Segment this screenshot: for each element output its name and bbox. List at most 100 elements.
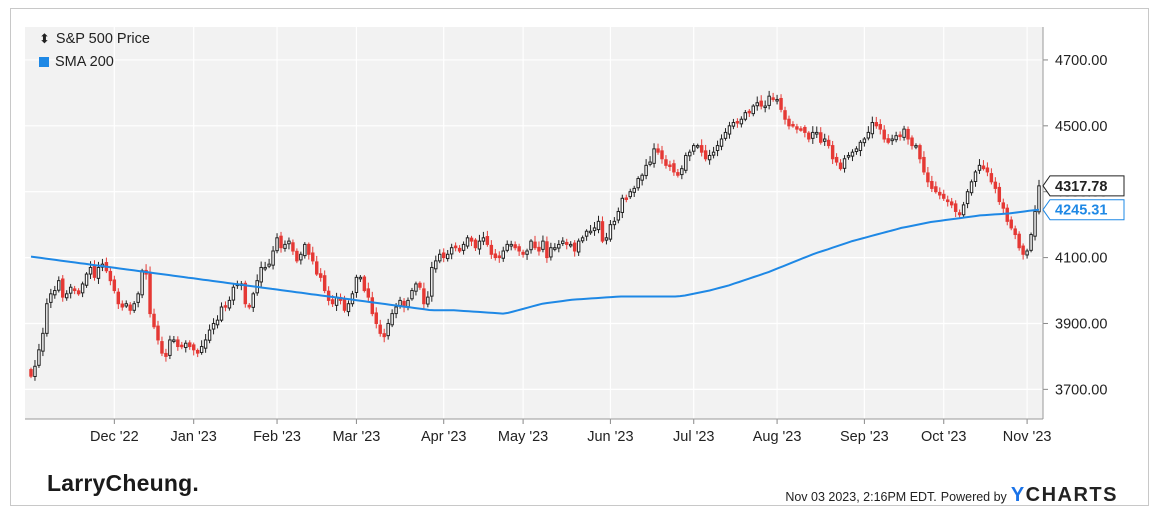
candle-body — [92, 265, 97, 278]
candle-body — [862, 138, 867, 144]
candle-body — [850, 151, 855, 157]
legend-price-label: S&P 500 Price — [55, 31, 150, 47]
ycharts-logo[interactable]: YCHARTS — [1010, 484, 1118, 506]
candle-body — [148, 271, 152, 315]
candle-body — [965, 191, 970, 205]
candle-body — [541, 240, 545, 250]
candle-body — [505, 243, 509, 251]
candle-body — [1025, 250, 1029, 256]
candle-body — [795, 126, 799, 130]
candle-body — [628, 191, 632, 198]
candle-body — [953, 203, 958, 212]
candle-body — [529, 240, 533, 251]
candle-body — [723, 131, 728, 139]
plot-area — [25, 27, 1043, 419]
candle-body — [1033, 210, 1037, 237]
legend-sma-label: SMA 200 — [55, 54, 114, 70]
candle-body — [989, 173, 994, 183]
candle-body — [53, 290, 57, 296]
candle-body — [291, 242, 295, 252]
candle-body — [426, 296, 430, 305]
candle-body — [922, 156, 926, 173]
candle-body — [815, 131, 819, 135]
candle-body — [751, 105, 755, 115]
candle-body — [378, 324, 382, 334]
x-tick-label: Nov '23 — [1003, 429, 1052, 445]
candle-body — [382, 333, 386, 338]
candle-body — [834, 156, 839, 163]
candle-body — [521, 251, 525, 255]
last-price-label-text: 4317.78 — [1055, 179, 1107, 195]
y-tick-label: 4700.00 — [1055, 53, 1107, 69]
candle-body — [1029, 234, 1033, 251]
candle-body — [497, 255, 502, 259]
candle-body — [692, 145, 696, 152]
candle-body — [68, 286, 73, 294]
candle-body — [779, 97, 783, 110]
candle-body — [755, 102, 759, 107]
candle-body — [203, 339, 208, 349]
x-tick-label: Feb '23 — [253, 429, 301, 445]
candle-body — [870, 122, 875, 135]
candle-body — [616, 210, 621, 221]
candle-body — [303, 243, 307, 257]
legend-price: ⬍ S&P 500 Price — [39, 31, 150, 47]
candle-body — [398, 299, 402, 307]
x-tick-label: Apr '23 — [421, 429, 467, 445]
candle-body — [703, 150, 708, 160]
candle-body — [247, 304, 251, 308]
candle-body — [743, 112, 748, 120]
candle-body — [84, 273, 89, 286]
last-price-label-box — [1042, 175, 1125, 197]
candle-body — [707, 154, 712, 161]
x-axis: Dec '22 Jan '23 Feb '23 Mar '23 Apr '23 May '… — [25, 418, 1052, 445]
candle-body — [775, 98, 779, 102]
candle-body — [894, 135, 898, 141]
candle-body — [322, 275, 327, 292]
candle-body — [438, 253, 442, 262]
candle-body — [604, 237, 609, 241]
candle-body — [961, 204, 966, 216]
candle-body — [406, 299, 410, 308]
candle-body — [898, 134, 902, 138]
footer: Nov 03 2023, 2:16PM EDT. Powered by YCHA… — [785, 484, 1118, 507]
candle-body — [886, 138, 890, 143]
candle-body — [330, 299, 335, 305]
candle-body — [1037, 185, 1041, 213]
candle-body — [1013, 228, 1017, 236]
candle-body — [731, 122, 736, 127]
candle-body — [747, 110, 752, 114]
brand-logo: LarryCheung. — [47, 470, 199, 496]
candle-body — [648, 161, 652, 165]
candle-body — [553, 247, 557, 250]
y-axis: 3700.003900.004100.004300.004500.004700.… — [1042, 27, 1107, 419]
candle-body — [949, 201, 954, 206]
candle-body — [184, 342, 188, 349]
candle-body — [410, 290, 414, 300]
candle-body — [838, 162, 843, 170]
candle-body — [473, 239, 478, 249]
candle-body — [549, 247, 553, 258]
candle-body — [374, 312, 378, 324]
candle-body — [715, 145, 720, 152]
candle-body — [906, 128, 910, 140]
candle-body — [176, 339, 180, 348]
candle-body — [370, 297, 375, 315]
sma-swatch-icon — [39, 57, 49, 67]
candle-body — [358, 276, 363, 280]
candle-body — [890, 138, 894, 142]
candle-body — [33, 365, 37, 378]
candle-body — [819, 132, 823, 143]
candle-body — [914, 145, 918, 148]
candle-body — [342, 298, 347, 311]
candle-body — [287, 240, 291, 245]
candle-body — [866, 131, 871, 139]
candle-body — [561, 240, 565, 244]
candle-body — [307, 243, 311, 255]
x-tick-label: Mar '23 — [332, 429, 380, 445]
candle-body — [910, 137, 914, 147]
candle-body — [64, 293, 69, 299]
candle-body — [76, 290, 81, 295]
candle-body — [72, 288, 77, 292]
candle-body — [600, 221, 605, 242]
